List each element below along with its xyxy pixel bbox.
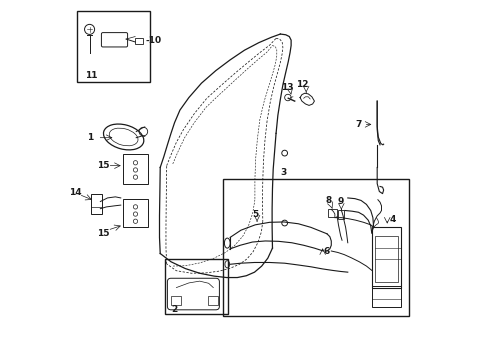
Text: 5: 5 bbox=[252, 210, 258, 219]
Bar bbox=[164, 259, 227, 315]
Bar bbox=[371, 286, 400, 307]
Bar bbox=[375, 235, 397, 282]
Text: 13: 13 bbox=[281, 83, 293, 92]
Text: 6: 6 bbox=[323, 247, 329, 256]
Text: 9: 9 bbox=[337, 197, 343, 206]
Text: 4: 4 bbox=[389, 215, 395, 224]
Text: 15: 15 bbox=[97, 229, 109, 238]
Text: 7: 7 bbox=[354, 120, 361, 129]
Bar bbox=[371, 226, 400, 288]
Text: -10: -10 bbox=[145, 36, 162, 45]
Text: 3: 3 bbox=[280, 168, 286, 177]
Text: 14: 14 bbox=[69, 188, 81, 197]
Text: 11: 11 bbox=[85, 71, 97, 80]
Bar bbox=[223, 179, 408, 316]
Bar bbox=[327, 210, 336, 217]
Bar bbox=[91, 194, 102, 214]
Bar bbox=[337, 211, 344, 220]
Bar bbox=[122, 154, 148, 184]
Text: 15: 15 bbox=[97, 161, 109, 170]
Bar bbox=[135, 38, 142, 44]
Bar bbox=[207, 296, 218, 305]
Text: 12: 12 bbox=[296, 81, 308, 90]
Text: 2: 2 bbox=[171, 305, 177, 314]
Text: 8: 8 bbox=[325, 196, 331, 205]
Bar bbox=[122, 199, 148, 227]
Bar bbox=[171, 296, 181, 305]
Bar bbox=[77, 12, 150, 82]
Text: 1: 1 bbox=[86, 133, 93, 142]
